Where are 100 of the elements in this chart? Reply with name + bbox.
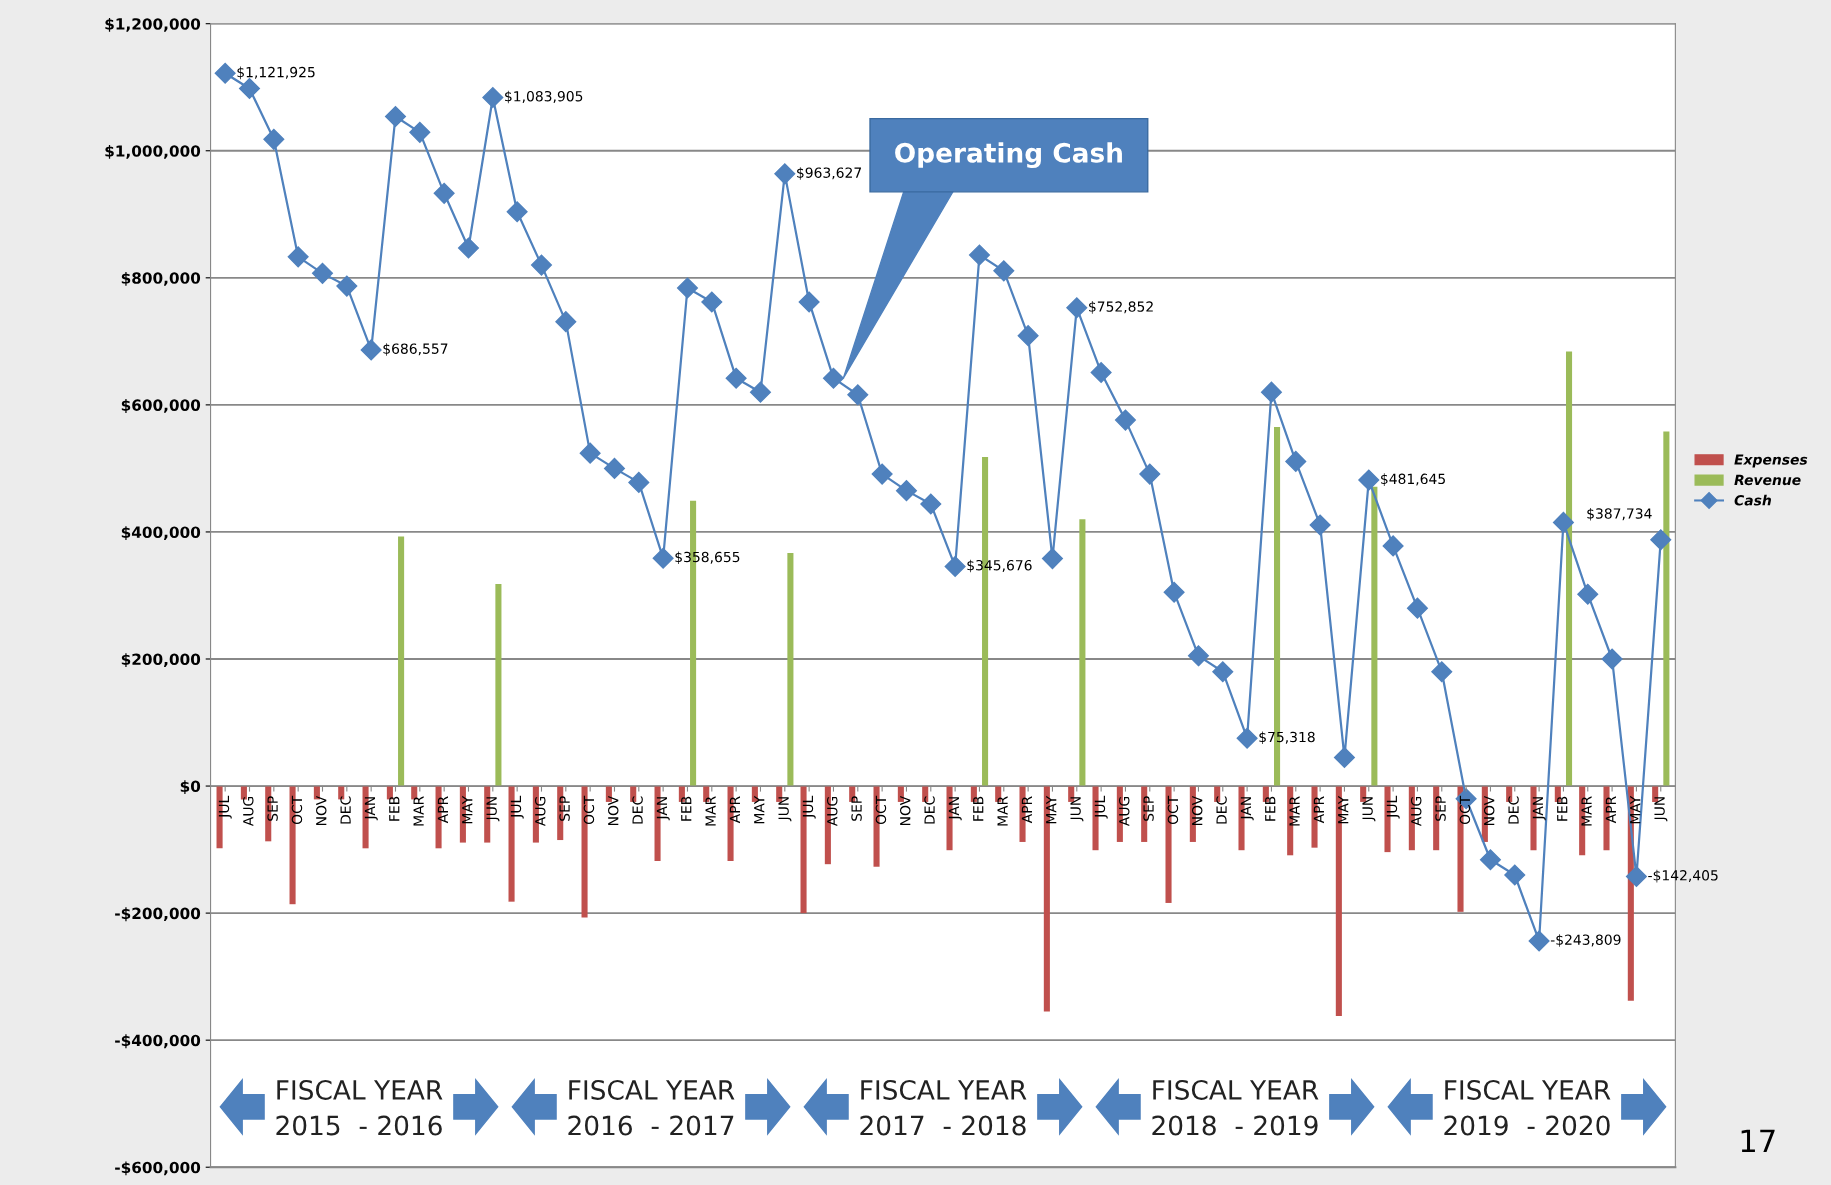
- point: [1625, 866, 1647, 888]
- y-tick-label: -$600,000: [115, 1161, 201, 1176]
- x-tick-label: OCT: [1459, 795, 1471, 825]
- x-tick-label: MAY: [1338, 795, 1349, 824]
- x-tick-label: JUN: [1654, 797, 1668, 822]
- point: [530, 254, 552, 276]
- y-tick-label: -$200,000: [115, 907, 201, 922]
- x-tick-label: MAY: [754, 795, 765, 824]
- x-tick-label: MAR: [705, 796, 716, 826]
- annotation: FISCAL YEAR 2017 - 2018: [860, 1079, 1027, 1136]
- x-tick-label: AUG: [1118, 796, 1130, 827]
- y-tick-label: $600,000: [121, 399, 201, 413]
- x-tick-label: OCT: [1167, 795, 1179, 825]
- x-tick-label: SEP: [1435, 796, 1446, 821]
- x-tick-label: FEB: [389, 796, 400, 821]
- x-tick-label: AUG: [243, 796, 254, 827]
- point: [579, 442, 601, 464]
- x-tick-label: MAY: [1046, 795, 1057, 824]
- point: [944, 555, 966, 577]
- point: [993, 260, 1015, 282]
- point: [1382, 535, 1404, 557]
- point: [457, 237, 480, 259]
- point: [360, 339, 382, 361]
- data-label: $1,121,925: [237, 66, 315, 80]
- point: [1333, 746, 1355, 768]
- x-tick-label: NOV: [899, 795, 911, 825]
- x-tick-label: JAN: [948, 797, 962, 821]
- point: [847, 384, 869, 406]
- x-tick-label: SEP: [267, 796, 278, 821]
- data-label: -$142,405: [1648, 869, 1718, 883]
- data-label: $963,627: [797, 167, 861, 180]
- point: [1358, 469, 1380, 491]
- x-tick-label: NOV: [1191, 795, 1203, 825]
- annotation: Operating Cash: [895, 142, 1122, 169]
- x-tick-label: MAR: [997, 796, 1008, 826]
- point: [725, 367, 747, 389]
- x-tick-label: MAR: [1289, 796, 1300, 826]
- bar: [1371, 486, 1378, 787]
- x-tick-label: DEC: [924, 796, 935, 824]
- x-tick-label: OCT: [583, 795, 595, 825]
- y-tick-label: $1,000,000: [105, 144, 201, 159]
- point: [628, 471, 650, 493]
- point: [895, 480, 917, 502]
- point: [1479, 849, 1501, 871]
- point: [871, 463, 893, 485]
- x-tick-label: JUL: [510, 795, 524, 819]
- point: [652, 547, 674, 569]
- point: [1504, 864, 1526, 886]
- point: [214, 62, 236, 84]
- point: [506, 201, 528, 223]
- point: [1309, 514, 1331, 536]
- point: [409, 121, 431, 143]
- x-tick-label: JUL: [802, 795, 816, 819]
- point: [701, 291, 723, 313]
- point: [1066, 297, 1088, 319]
- x-tick-label: APR: [1605, 796, 1616, 824]
- legend-label: Revenue: [1734, 474, 1801, 486]
- point: [1041, 548, 1063, 570]
- x-tick-label: JUL: [1094, 795, 1108, 819]
- x-tick-label: OCT: [291, 795, 303, 825]
- x-tick-label: JUN: [486, 797, 500, 822]
- bar: [495, 584, 502, 787]
- x-tick-label: MAR: [1581, 796, 1592, 826]
- x-tick-label: MAY: [462, 795, 473, 824]
- point: [433, 182, 455, 204]
- y-tick-label: $800,000: [121, 272, 201, 286]
- point: [336, 275, 358, 297]
- y-tick-label: $200,000: [121, 653, 201, 668]
- point: [1650, 529, 1672, 551]
- x-tick-label: SEP: [851, 796, 862, 821]
- bar: [1565, 351, 1573, 787]
- point: [1285, 450, 1307, 472]
- x-tick-label: APR: [729, 796, 740, 824]
- x-tick-label: JUL: [1386, 795, 1400, 819]
- point: [749, 381, 771, 403]
- x-tick-label: MAR: [413, 796, 424, 826]
- point: [287, 246, 309, 268]
- data-label: $387,734: [1587, 508, 1652, 521]
- x-tick-label: APR: [437, 796, 448, 824]
- x-tick-label: DEC: [340, 796, 351, 824]
- point: [920, 493, 942, 515]
- x-tick-label: FEB: [973, 796, 984, 821]
- x-tick-label: JUN: [1070, 797, 1084, 822]
- x-tick-label: FEB: [681, 796, 692, 821]
- x-tick-label: JAN: [1240, 797, 1254, 821]
- x-tick-label: APR: [1313, 796, 1324, 824]
- x-tick-label: MAY: [1630, 795, 1641, 824]
- bar: [1079, 519, 1086, 787]
- x-tick-label: DEC: [1508, 796, 1519, 824]
- data-label: $686,557: [383, 343, 448, 356]
- point: [1163, 581, 1185, 603]
- x-tick-label: NOV: [1483, 795, 1495, 825]
- point: [1431, 661, 1453, 683]
- x-tick-label: AUG: [826, 796, 838, 827]
- point: [1236, 727, 1258, 749]
- x-tick-label: SEP: [559, 796, 570, 821]
- data-label: $1,083,905: [505, 90, 583, 104]
- point: [384, 105, 407, 127]
- point: [1260, 381, 1282, 403]
- point: [968, 244, 990, 266]
